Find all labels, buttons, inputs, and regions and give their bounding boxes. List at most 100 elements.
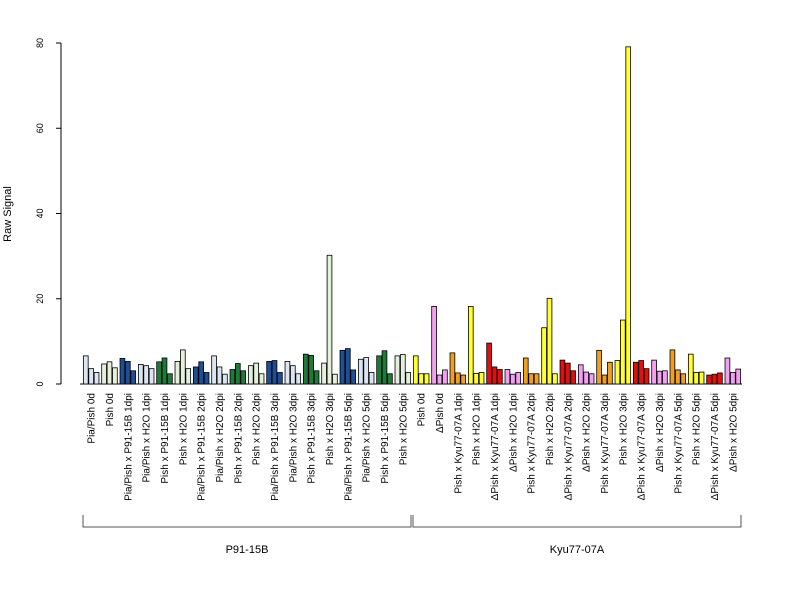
bar (211, 355, 217, 385)
bar (711, 373, 718, 385)
bar (222, 373, 228, 385)
category-label: Pish 0d (417, 393, 428, 426)
bar (137, 363, 144, 385)
y-tick-label: 0 (35, 381, 45, 386)
category-label: Pish x H2O 2dpi (545, 393, 556, 465)
group-bracket (412, 515, 742, 528)
bar (394, 355, 401, 385)
bar (167, 373, 173, 385)
bar (229, 369, 236, 385)
bar (717, 372, 723, 385)
bar (486, 342, 492, 385)
y-tick-label: 20 (35, 294, 45, 304)
bar (82, 355, 89, 385)
bar (247, 365, 254, 385)
bar (620, 319, 626, 385)
y-tick-label: 80 (35, 38, 45, 48)
bar (515, 372, 522, 385)
bar (632, 361, 639, 385)
bar (192, 366, 199, 385)
bar (588, 373, 595, 385)
bar (546, 297, 553, 385)
category-label: Pish x Kyu77-07A 2dpi (527, 393, 538, 494)
bar (625, 46, 632, 385)
category-label: Pia/Pish x H2O 5dpi (362, 393, 373, 483)
bar (431, 306, 437, 385)
bar (112, 367, 118, 385)
bar (290, 365, 296, 385)
bar (313, 370, 320, 385)
bar (643, 368, 650, 385)
bar (235, 363, 241, 385)
bar (601, 374, 608, 385)
category-label: Pish x H2O 1dpi (178, 393, 189, 465)
bar (258, 373, 265, 385)
bar (368, 372, 375, 385)
bar (698, 371, 705, 385)
category-label: Pish x P91-15B 3dpi (307, 393, 318, 484)
bar (693, 372, 699, 385)
category-label: ΔPish x H2O 5dpi (728, 393, 739, 472)
category-label: Pish x H2O 3dpi (325, 393, 336, 465)
category-label: Pish x Kyu77-07A 1dpi (453, 393, 464, 494)
bar (442, 369, 448, 385)
category-label: Pish x P91-15B 2dpi (233, 393, 244, 484)
category-label: Pish x H2O 5dpi (398, 393, 409, 465)
bar (559, 359, 566, 385)
bar (203, 372, 210, 385)
category-labels: Pia/Pish 0d Pish 0d Pia/Pish x P91-15B 1dp… (87, 393, 740, 501)
bar (412, 355, 419, 385)
bar (504, 369, 511, 385)
bar (253, 362, 259, 385)
bar (455, 372, 461, 385)
category-label: Pish x H2O 2dpi (252, 393, 263, 465)
bar (174, 361, 181, 385)
bar (607, 361, 613, 385)
bar (148, 368, 155, 385)
group-label: Kyu77-07A (550, 544, 605, 556)
bar (651, 359, 657, 385)
group-label: P91-15B (226, 544, 269, 556)
bar (363, 357, 369, 385)
bar (680, 373, 687, 385)
bar (533, 373, 540, 385)
category-label: Pish 0d (105, 393, 116, 426)
bar (541, 327, 547, 385)
category-label: Pish x Kyu77-07A 3dpi (600, 393, 611, 494)
category-label: Pia/Pish x P91-15B 1dpi (123, 393, 134, 501)
bar (376, 355, 382, 385)
bar (284, 361, 291, 385)
bar (638, 360, 644, 385)
category-label: Pish x H2O 5dpi (692, 393, 703, 465)
bar (119, 358, 126, 385)
bar (88, 368, 94, 385)
bar (436, 374, 443, 385)
bar (577, 364, 584, 385)
bar (161, 357, 168, 385)
bar (308, 355, 314, 385)
bar (266, 361, 272, 385)
y-tick-label: 60 (35, 123, 45, 133)
bar (125, 361, 131, 385)
bar (449, 352, 456, 385)
bar (510, 373, 516, 385)
bar (240, 370, 247, 385)
bar (669, 349, 676, 385)
bar (735, 368, 742, 385)
category-label: Pia/Pish x H2O 3dpi (288, 393, 299, 483)
bar (478, 372, 485, 385)
bar (277, 372, 283, 385)
category-label: Pia/Pish 0d (87, 393, 98, 444)
bar (552, 373, 558, 385)
group-brackets: P91-15B Kyu77-07A (82, 515, 742, 556)
bar (339, 349, 346, 385)
category-label: Pia/Pish x P91-15B 5dpi (343, 393, 354, 501)
category-label: Pia/Pish x H2O 2dpi (215, 393, 226, 483)
bar (295, 373, 302, 385)
bar (381, 350, 388, 385)
category-label: ΔPish x Kyu77-07A 2dpi (563, 393, 574, 500)
bar (583, 371, 589, 385)
bar (350, 369, 357, 385)
bar (565, 362, 571, 385)
